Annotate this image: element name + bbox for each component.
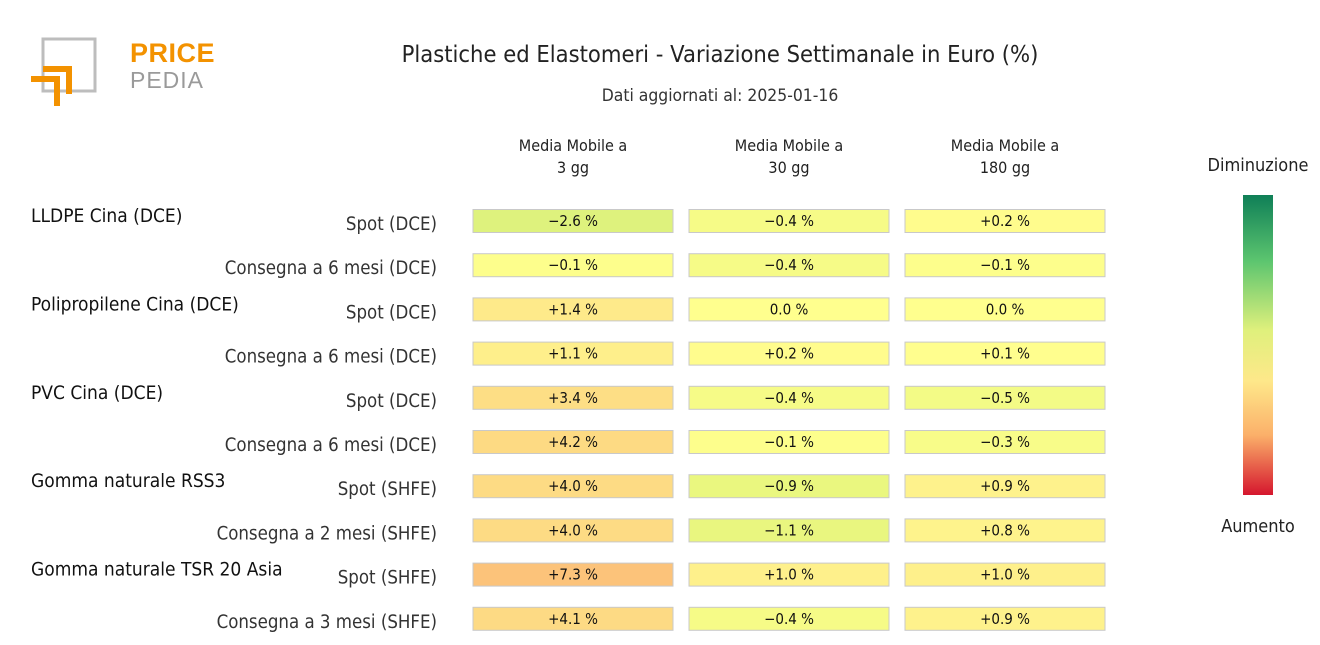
heatmap-cell bbox=[472, 430, 674, 454]
heatmap-cell bbox=[904, 341, 1106, 366]
column-header-line2: 3 gg bbox=[557, 158, 589, 177]
cell-value-label: +4.0 % bbox=[548, 521, 598, 539]
heatmap-cell bbox=[472, 385, 674, 410]
cell-value-label: −0.4 % bbox=[764, 610, 814, 628]
group-label: Gomma naturale TSR 20 Asia bbox=[31, 559, 283, 581]
heatmap-cell bbox=[472, 297, 674, 322]
heatmap-cell bbox=[688, 209, 890, 233]
cell-value-label: −0.4 % bbox=[764, 256, 814, 274]
heatmap-cell bbox=[904, 430, 1106, 454]
heatmap-cell bbox=[904, 474, 1106, 499]
cell-value-label: −1.1 % bbox=[764, 521, 814, 539]
heatmap-cell bbox=[472, 341, 674, 366]
row-label: Consegna a 2 mesi (SHFE) bbox=[217, 523, 437, 544]
cell-value-label: −0.9 % bbox=[764, 477, 814, 495]
column-header-line1: Media Mobile a bbox=[519, 136, 627, 155]
heatmap-cell bbox=[472, 518, 674, 543]
heatmap-cell bbox=[688, 297, 890, 322]
cell-value-label: 0.0 % bbox=[770, 300, 809, 318]
chart-subtitle: Dati aggiornati al: 2025-01-16 bbox=[601, 86, 839, 106]
heatmap-cell bbox=[688, 474, 890, 499]
cell-value-label: +7.3 % bbox=[548, 566, 598, 584]
heatmap-cell bbox=[904, 562, 1106, 587]
chart-title: Plastiche ed Elastomeri - Variazione Set… bbox=[401, 42, 1039, 68]
colorbar bbox=[1243, 195, 1273, 495]
cell-value-label: +4.2 % bbox=[548, 433, 598, 451]
heatmap-cell bbox=[472, 209, 674, 233]
cell-value-label: +0.1 % bbox=[980, 345, 1030, 363]
cell-value-label: +1.0 % bbox=[980, 566, 1030, 584]
heatmap-cell bbox=[472, 562, 674, 587]
colorbar-bottom-label: Aumento bbox=[1221, 516, 1295, 537]
heatmap-cell bbox=[904, 385, 1106, 410]
cell-value-label: +0.2 % bbox=[980, 212, 1030, 230]
row-label: Spot (DCE) bbox=[346, 391, 437, 412]
cell-value-label: +1.0 % bbox=[764, 566, 814, 584]
heatmap-cell bbox=[688, 430, 890, 454]
row-label: Spot (DCE) bbox=[346, 302, 437, 323]
logo-word-price: PRICE bbox=[130, 38, 216, 68]
cell-value-label: +3.4 % bbox=[548, 389, 598, 407]
cell-value-label: +1.4 % bbox=[548, 300, 598, 318]
heatmap-cell bbox=[688, 341, 890, 366]
heatmap-cell bbox=[472, 606, 674, 631]
heatmap-cell bbox=[904, 253, 1106, 278]
heatmap-cell bbox=[472, 253, 674, 278]
group-label: LLDPE Cina (DCE) bbox=[31, 205, 182, 227]
group-label: Polipropilene Cina (DCE) bbox=[31, 293, 239, 315]
heatmap-cell bbox=[688, 385, 890, 410]
cell-value-label: +0.9 % bbox=[980, 477, 1030, 495]
cell-value-label: +1.1 % bbox=[548, 345, 598, 363]
cell-value-label: −0.4 % bbox=[764, 212, 814, 230]
row-label: Spot (SHFE) bbox=[338, 479, 437, 500]
cell-value-label: +0.8 % bbox=[980, 521, 1030, 539]
column-header-line1: Media Mobile a bbox=[951, 136, 1059, 155]
row-label: Consegna a 6 mesi (DCE) bbox=[225, 347, 437, 368]
heatmap-cell bbox=[688, 606, 890, 631]
row-label: Spot (DCE) bbox=[346, 214, 437, 235]
cell-value-label: +4.1 % bbox=[548, 610, 598, 628]
cell-value-label: −0.1 % bbox=[980, 256, 1030, 274]
cell-value-label: −0.1 % bbox=[548, 256, 598, 274]
row-label: Consegna a 6 mesi (DCE) bbox=[225, 435, 437, 456]
heatmap-cell bbox=[904, 209, 1106, 233]
cell-value-label: −2.6 % bbox=[548, 212, 598, 230]
cell-value-label: 0.0 % bbox=[986, 300, 1025, 318]
logo-word-pedia: PEDIA bbox=[130, 67, 205, 93]
cell-value-label: +0.9 % bbox=[980, 610, 1030, 628]
cell-value-label: −0.1 % bbox=[764, 433, 814, 451]
cell-value-label: +0.2 % bbox=[764, 345, 814, 363]
heatmap-cell bbox=[688, 253, 890, 278]
group-label: Gomma naturale RSS3 bbox=[31, 470, 225, 492]
row-label: Consegna a 6 mesi (DCE) bbox=[225, 258, 437, 279]
colorbar-top-label: Diminuzione bbox=[1207, 155, 1309, 176]
heatmap-cell bbox=[904, 606, 1106, 631]
cell-value-label: +4.0 % bbox=[548, 477, 598, 495]
column-header-line1: Media Mobile a bbox=[735, 136, 843, 155]
logo-mark-icon bbox=[31, 37, 97, 106]
heatmap-cell bbox=[904, 297, 1106, 322]
pricepedia-logo: PRICE PEDIA bbox=[30, 36, 215, 112]
cell-value-label: −0.3 % bbox=[980, 433, 1030, 451]
heatmap-cell bbox=[688, 562, 890, 587]
row-label: Spot (SHFE) bbox=[338, 568, 437, 589]
cell-value-label: −0.5 % bbox=[980, 389, 1030, 407]
heatmap-cell bbox=[904, 518, 1106, 543]
column-header-line2: 180 gg bbox=[980, 158, 1030, 177]
group-label: PVC Cina (DCE) bbox=[31, 382, 163, 404]
column-header-line2: 30 gg bbox=[768, 158, 809, 177]
row-label: Consegna a 3 mesi (SHFE) bbox=[217, 612, 437, 633]
heatmap-cell bbox=[472, 474, 674, 499]
cell-value-label: −0.4 % bbox=[764, 389, 814, 407]
heatmap-cell bbox=[688, 518, 890, 543]
